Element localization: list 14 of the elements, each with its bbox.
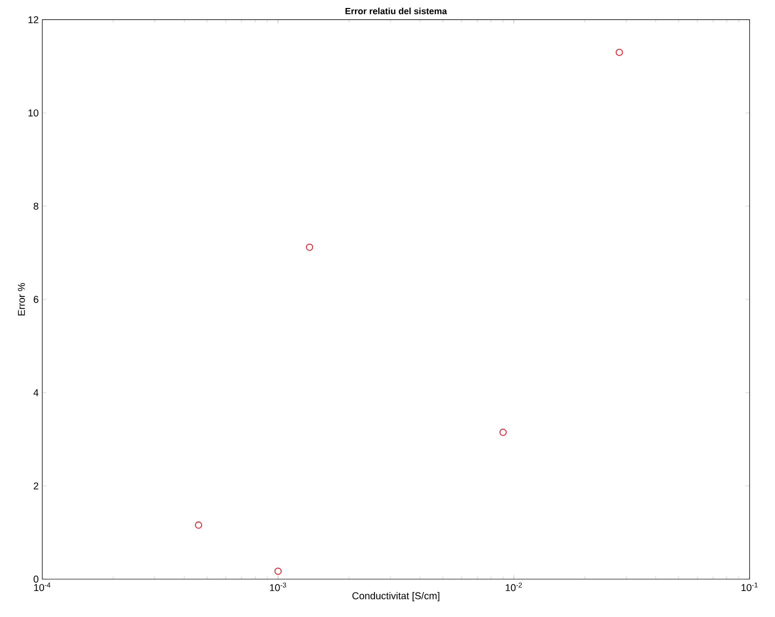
x-axis-title: Conductivitat [S/cm] xyxy=(352,592,440,602)
chart-title: Error relatiu del sistema xyxy=(346,8,448,14)
y-tick-label: 12 xyxy=(28,16,38,24)
y-tick-label: 10 xyxy=(28,109,38,116)
y-tick-label: 0 xyxy=(34,576,38,583)
y-axis-title: Error % xyxy=(18,282,25,316)
x-tick-label: 10$^{-3}$ xyxy=(270,582,286,592)
x-tick-label: 10$^{-1}$ xyxy=(742,582,758,592)
y-tick-label: 8 xyxy=(34,202,38,210)
y-tick-label: 6 xyxy=(34,296,38,303)
x-tick-label: 10$^{-2}$ xyxy=(506,582,522,592)
x-tick-label: 10$^{-4}$ xyxy=(34,582,50,592)
y-tick-label: 4 xyxy=(33,389,38,396)
y-tick-label: 2 xyxy=(34,482,38,490)
